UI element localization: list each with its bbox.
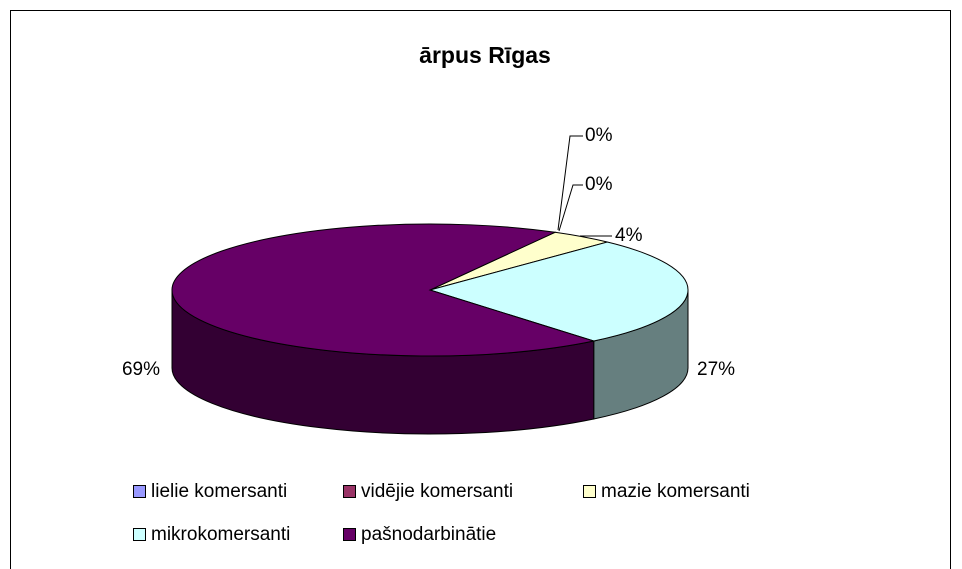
legend-swatch <box>133 485 146 498</box>
chart-title: ārpus Rīgas <box>419 42 551 68</box>
legend-label: pašnodarbinātie <box>361 524 496 545</box>
legend-label: mazie komersanti <box>601 481 750 502</box>
legend-label: mikrokomersanti <box>151 524 290 545</box>
legend-swatch <box>343 485 356 498</box>
data-label: 69% <box>122 359 160 380</box>
leader-line <box>557 135 583 231</box>
pie-slice <box>428 241 689 342</box>
legend-swatch <box>583 485 596 498</box>
legend-label: lielie komersanti <box>151 481 287 502</box>
leader-line <box>558 184 583 232</box>
data-label: 27% <box>697 359 735 380</box>
data-label: 0% <box>585 125 613 146</box>
legend-swatch <box>343 528 356 541</box>
data-label: 0% <box>585 174 613 195</box>
data-label: 4% <box>615 225 643 246</box>
legend-label: vidējie komersanti <box>361 481 513 502</box>
pie-slice <box>171 223 596 357</box>
legend-swatch <box>133 528 146 541</box>
